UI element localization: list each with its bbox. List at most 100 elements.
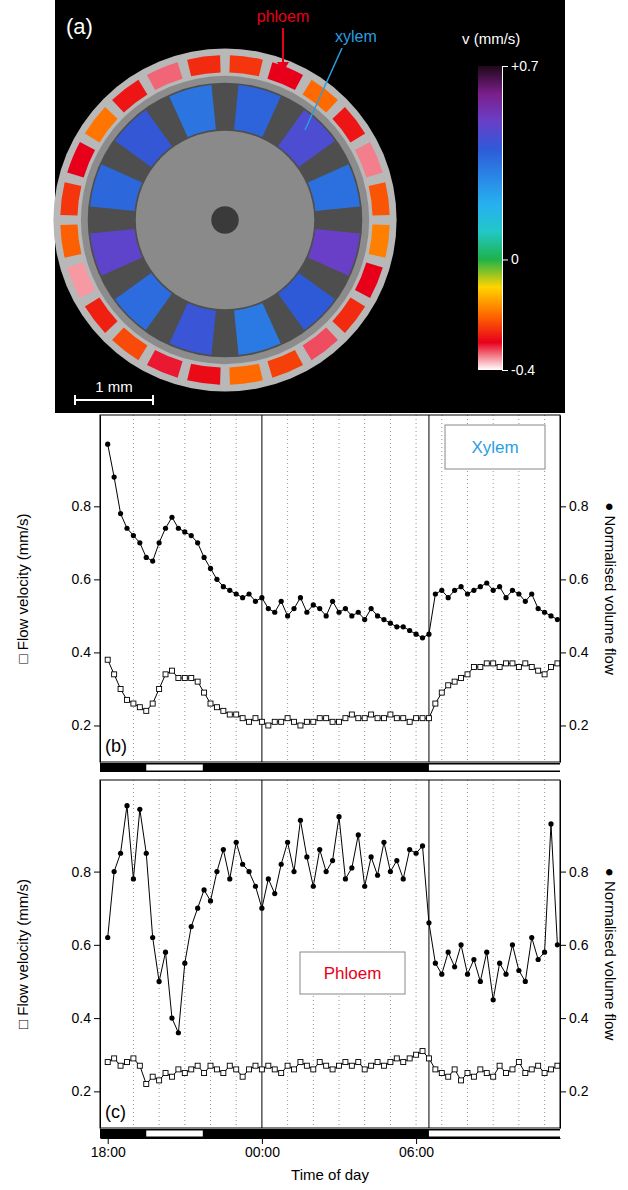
- square-marker: [452, 1067, 457, 1072]
- reference-line: [261, 780, 262, 1128]
- circle-marker: [240, 862, 245, 867]
- y-axis-tick-label: 0.2: [72, 1083, 92, 1099]
- circle-marker: [413, 632, 418, 637]
- colorbar-title: v (mm/s): [462, 30, 520, 47]
- circle-marker: [234, 840, 239, 845]
- square-marker: [304, 1063, 309, 1068]
- square-marker: [298, 723, 303, 728]
- y2-axis-tick-mark: [560, 1091, 566, 1092]
- scale-bar: [75, 399, 153, 401]
- square-marker: [240, 716, 245, 721]
- y2-axis-tick-mark: [560, 506, 566, 507]
- y2-axis-tick: 0.8: [560, 864, 589, 880]
- circle-marker: [131, 533, 136, 538]
- grid-line: [133, 415, 134, 762]
- colorbar-axis-tick: -0.4: [502, 362, 535, 378]
- circle-marker: [182, 529, 187, 534]
- circle-marker: [201, 555, 206, 560]
- grid-line: [338, 415, 339, 762]
- circle-marker: [291, 606, 296, 611]
- y2-axis: 0.20.40.60.8: [560, 781, 589, 1129]
- x-axis: 18:0000:0006:00: [91, 1138, 561, 1160]
- circle-marker: [426, 632, 431, 637]
- square-marker: [131, 701, 136, 706]
- colorbar-axis: +0.70-0.4: [502, 58, 539, 378]
- square-marker: [478, 665, 483, 670]
- y2-axis-tick-label: 0.6: [569, 937, 589, 953]
- square-marker: [227, 712, 232, 717]
- circle-marker: [221, 584, 226, 589]
- square-marker: [465, 672, 470, 677]
- square-marker: [516, 1060, 521, 1065]
- square-marker: [272, 719, 277, 724]
- circle-marker: [529, 591, 534, 596]
- y2-axis-title: ● Normalised volume flow: [602, 502, 619, 675]
- x-axis-tick-label: 18:00: [91, 1144, 126, 1160]
- circle-marker: [542, 950, 547, 955]
- phloem-sector: [147, 62, 183, 90]
- phloem-sector: [332, 298, 365, 333]
- square-marker: [420, 716, 425, 721]
- circle-marker: [516, 968, 521, 973]
- circle-marker: [433, 591, 438, 596]
- square-marker: [208, 1063, 213, 1068]
- circle-marker: [484, 950, 489, 955]
- colorbar-axis-tick-mark: [502, 66, 508, 67]
- grid-line: [390, 415, 391, 762]
- square-marker: [124, 1060, 129, 1065]
- circle-marker: [227, 876, 232, 881]
- circle-marker: [330, 858, 335, 863]
- circle-marker: [259, 595, 264, 600]
- square-marker: [555, 1063, 560, 1068]
- circle-marker: [510, 588, 515, 593]
- vascular-ring: [88, 83, 363, 358]
- square-marker: [529, 1067, 534, 1072]
- square-marker: [137, 705, 142, 710]
- square-marker: [362, 716, 367, 721]
- square-marker: [369, 712, 374, 717]
- circle-marker: [529, 935, 534, 940]
- square-marker: [330, 719, 335, 724]
- square-marker: [549, 1067, 554, 1072]
- circle-marker: [555, 942, 560, 947]
- square-marker: [227, 1063, 232, 1068]
- square-marker: [118, 1063, 123, 1068]
- y-axis-title: □ Flow velocity (mm/s): [14, 879, 31, 1029]
- circle-marker: [497, 584, 502, 589]
- circle-marker: [169, 1016, 174, 1021]
- y-axis-tick-label: 0.8: [72, 498, 92, 514]
- square-marker: [471, 1074, 476, 1079]
- square-marker: [259, 1067, 264, 1072]
- y-axis-tick-mark: [94, 945, 100, 946]
- square-marker: [375, 1060, 380, 1065]
- panel-2: 0.20.40.60.80.20.40.60.818:0000:0006:00□…: [14, 780, 619, 1183]
- circle-marker: [497, 961, 502, 966]
- y2-axis-tick: 0.4: [560, 644, 589, 660]
- y-axis-title: □ Flow velocity (mm/s): [14, 514, 31, 664]
- circle-marker: [201, 887, 206, 892]
- y-axis-tick: 0.2: [72, 1083, 100, 1099]
- square-marker: [169, 1074, 174, 1079]
- grid-line: [184, 415, 185, 762]
- xylem-sector: [169, 85, 216, 137]
- circle-marker: [253, 599, 258, 604]
- light-period: [146, 1131, 203, 1137]
- square-marker: [414, 716, 419, 721]
- square-marker: [285, 1063, 290, 1068]
- y2-axis-tick-label: 0.4: [569, 644, 589, 660]
- circle-marker: [105, 935, 110, 940]
- square-marker: [491, 661, 496, 666]
- circle-marker: [227, 588, 232, 593]
- circle-marker: [523, 979, 528, 984]
- square-marker: [195, 679, 200, 684]
- light-period: [429, 1131, 560, 1137]
- square-marker: [234, 1067, 239, 1072]
- y-axis-tick: 0.8: [72, 498, 100, 514]
- grid-line: [133, 780, 134, 1128]
- square-marker: [510, 661, 515, 666]
- square-marker: [317, 716, 322, 721]
- circle-marker: [124, 803, 129, 808]
- square-marker: [542, 1071, 547, 1076]
- circle-marker: [343, 876, 348, 881]
- square-marker: [208, 701, 213, 706]
